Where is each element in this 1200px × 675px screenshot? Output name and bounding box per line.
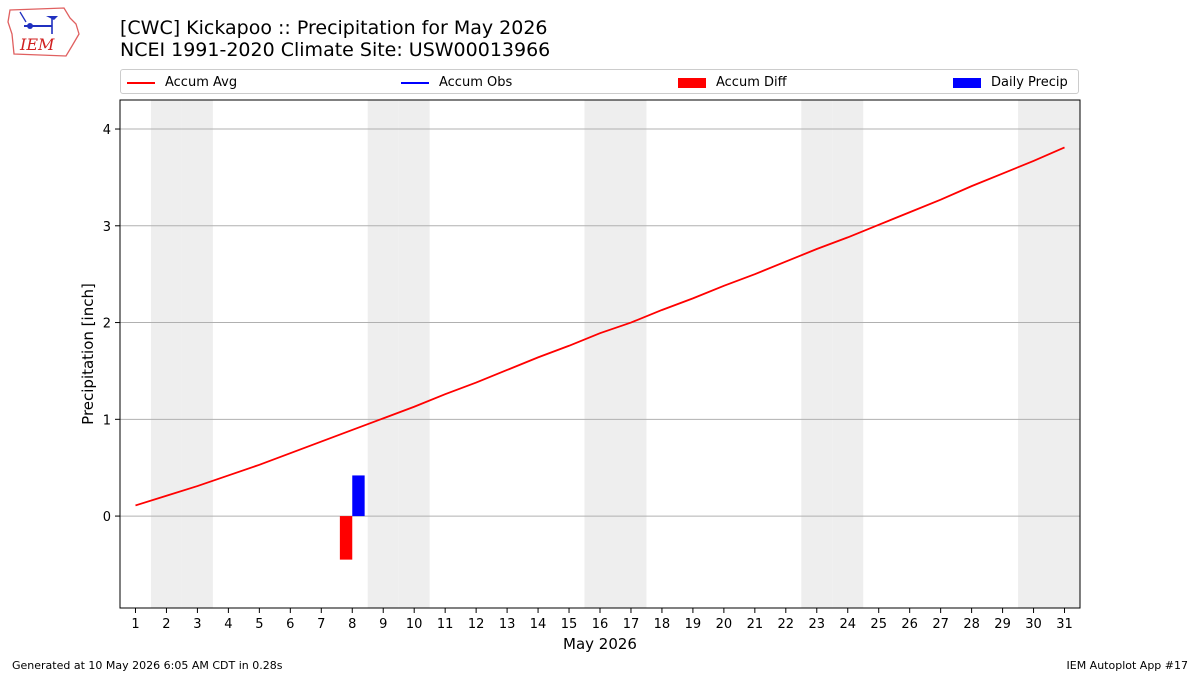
bar-daily-precip-8 bbox=[352, 475, 365, 517]
y-tick-label-4: 4 bbox=[103, 123, 111, 138]
x-tick-label-15: 15 bbox=[561, 617, 578, 632]
bar-accum-diff-8 bbox=[339, 516, 353, 560]
x-tick-label-2: 2 bbox=[162, 617, 170, 632]
weekend-band-16 bbox=[584, 100, 616, 608]
x-tick-label-25: 25 bbox=[870, 617, 887, 632]
x-tick-label-21: 21 bbox=[747, 617, 764, 632]
x-tick-label-10: 10 bbox=[406, 617, 423, 632]
legend-swatch-accum-diff bbox=[678, 77, 706, 88]
x-tick-label-31: 31 bbox=[1056, 617, 1073, 632]
x-tick-label-27: 27 bbox=[932, 617, 949, 632]
x-tick-label-9: 9 bbox=[379, 617, 387, 632]
x-tick-label-29: 29 bbox=[994, 617, 1011, 632]
series-line-accum-avg bbox=[135, 146, 1065, 507]
x-tick-label-24: 24 bbox=[839, 617, 856, 632]
legend-item-accum-obs: Accum Obs bbox=[401, 70, 512, 95]
x-tick-label-7: 7 bbox=[317, 617, 325, 632]
legend-item-accum-diff: Accum Diff bbox=[678, 70, 787, 95]
legend-item-accum-avg: Accum Avg bbox=[127, 70, 237, 95]
legend-swatch-accum-obs bbox=[401, 81, 429, 84]
x-tick-label-20: 20 bbox=[716, 617, 733, 632]
x-tick-label-18: 18 bbox=[654, 617, 671, 632]
iem-logo: IEM bbox=[7, 7, 80, 57]
x-tick-label-3: 3 bbox=[193, 617, 201, 632]
legend-label-accum-obs: Accum Obs bbox=[439, 75, 513, 90]
chart-title: [CWC] Kickapoo :: Precipitation for May … bbox=[120, 17, 548, 39]
x-tick-label-1: 1 bbox=[131, 617, 139, 632]
weekend-band-17 bbox=[615, 100, 647, 608]
weekend-band-31 bbox=[1049, 100, 1080, 608]
x-tick-label-14: 14 bbox=[530, 617, 547, 632]
weekend-band-3 bbox=[181, 100, 213, 608]
generated-timestamp: Generated at 10 May 2026 6:05 AM CDT in … bbox=[12, 659, 283, 672]
y-tick-label-1: 1 bbox=[103, 413, 111, 428]
x-tick-label-28: 28 bbox=[963, 617, 980, 632]
autoplot-app-label: IEM Autoplot App #17 bbox=[1066, 659, 1189, 672]
x-tick-label-11: 11 bbox=[437, 617, 454, 632]
logo-text: IEM bbox=[19, 35, 55, 54]
legend: Accum Avg Accum Obs Accum Diff Daily Pre… bbox=[120, 69, 1079, 94]
legend-swatch-daily-precip bbox=[953, 77, 981, 88]
y-tick-label-0: 0 bbox=[103, 510, 111, 525]
legend-label-daily-precip: Daily Precip bbox=[991, 75, 1068, 90]
y-tick-label-2: 2 bbox=[103, 317, 111, 332]
weekend-band-30 bbox=[1018, 100, 1050, 608]
x-tick-label-6: 6 bbox=[286, 617, 294, 632]
legend-swatch-accum-avg bbox=[127, 81, 155, 84]
x-tick-label-26: 26 bbox=[901, 617, 918, 632]
x-tick-label-17: 17 bbox=[623, 617, 640, 632]
x-tick-label-22: 22 bbox=[778, 617, 795, 632]
x-tick-label-23: 23 bbox=[809, 617, 826, 632]
legend-label-accum-avg: Accum Avg bbox=[165, 75, 238, 90]
x-tick-label-13: 13 bbox=[499, 617, 516, 632]
legend-item-daily-precip: Daily Precip bbox=[953, 70, 1068, 95]
x-tick-label-8: 8 bbox=[348, 617, 356, 632]
x-tick-label-30: 30 bbox=[1025, 617, 1042, 632]
x-tick-label-12: 12 bbox=[468, 617, 485, 632]
weekend-band-23 bbox=[801, 100, 833, 608]
y-tick-label-3: 3 bbox=[103, 220, 111, 235]
legend-label-accum-diff: Accum Diff bbox=[716, 75, 787, 90]
weekend-band-2 bbox=[150, 100, 182, 608]
x-tick-label-19: 19 bbox=[685, 617, 702, 632]
x-tick-label-4: 4 bbox=[224, 617, 232, 632]
x-tick-label-16: 16 bbox=[592, 617, 609, 632]
weekend-band-9 bbox=[367, 100, 399, 608]
y-axis-label: Precipitation [inch] bbox=[79, 283, 97, 425]
x-tick-label-5: 5 bbox=[255, 617, 263, 632]
x-axis-label: May 2026 bbox=[563, 635, 637, 653]
weekend-band-10 bbox=[398, 100, 430, 608]
chart-subtitle: NCEI 1991-2020 Climate Site: USW00013966 bbox=[120, 39, 551, 61]
weekend-band-24 bbox=[832, 100, 864, 608]
